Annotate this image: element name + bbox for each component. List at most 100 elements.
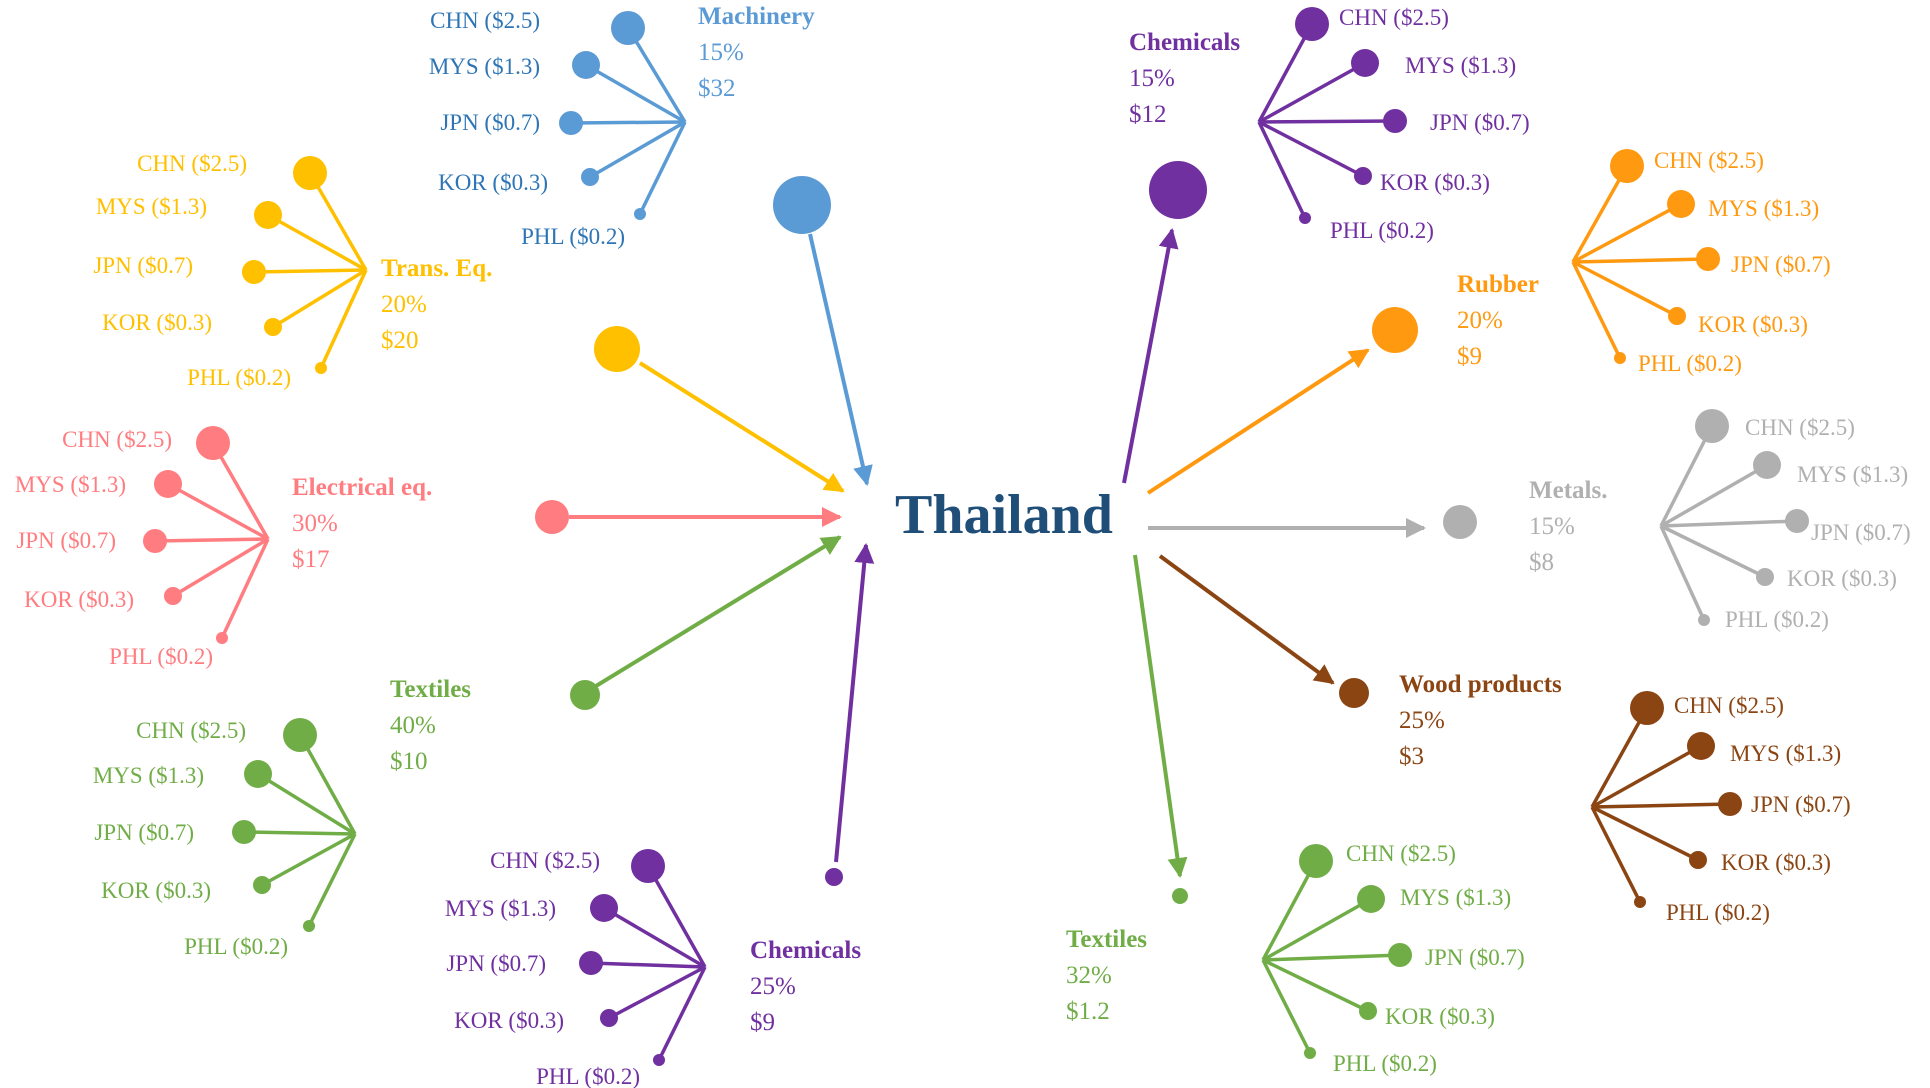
category-title: Rubber — [1457, 271, 1539, 298]
partner-dot — [1668, 307, 1686, 325]
category-share: 40% — [390, 712, 436, 739]
partner-label: JPN ($0.7) — [93, 253, 193, 278]
partner-label: JPN ($0.7) — [94, 820, 194, 845]
partner-link — [585, 63, 686, 124]
partner-link — [1262, 897, 1372, 962]
partner-label: PHL ($0.2) — [1666, 900, 1770, 925]
partner-dot — [1357, 885, 1385, 913]
partner-link — [638, 121, 687, 215]
partner-label: CHN ($2.5) — [137, 151, 247, 176]
partner-link — [319, 269, 368, 369]
partner-dot — [1359, 1002, 1377, 1020]
partner-dot — [1614, 352, 1626, 364]
partner-link — [1262, 958, 1369, 1013]
partner-link — [1591, 802, 1731, 809]
partner-label: KOR ($0.3) — [454, 1008, 564, 1033]
partner-label: PHL ($0.2) — [536, 1064, 640, 1088]
category-bubble — [570, 680, 600, 710]
partner-label: CHN ($2.5) — [1674, 693, 1784, 718]
partner-link — [590, 961, 706, 969]
partner-link — [298, 734, 357, 835]
partner-dot — [1299, 844, 1333, 878]
partner-label: MYS ($1.3) — [1400, 885, 1511, 910]
partner-dot — [1718, 792, 1742, 816]
partner-link — [626, 27, 687, 123]
partner-link — [1660, 519, 1798, 528]
export-arrow — [1133, 554, 1188, 878]
partner-dot — [1630, 691, 1664, 725]
category-share: 30% — [292, 510, 338, 537]
partner-link — [1571, 165, 1629, 263]
partner-dot — [1299, 212, 1311, 224]
group-textiles-import: CHN ($2.5) MYS ($1.3) JPN ($0.7) KOR ($0.3)… — [93, 535, 842, 959]
partner-label: MYS ($1.3) — [1797, 462, 1908, 487]
partner-dot — [1756, 568, 1774, 586]
category-share: 32% — [1066, 962, 1112, 989]
category-share: 20% — [1457, 307, 1503, 334]
category-value: $9 — [1457, 343, 1482, 370]
category-value: $17 — [292, 546, 330, 573]
partner-label: CHN ($2.5) — [1346, 841, 1456, 866]
partner-link — [1261, 959, 1312, 1054]
partner-label: PHL ($0.2) — [184, 934, 288, 959]
category-share: 15% — [698, 39, 744, 66]
partner-label: CHN ($2.5) — [430, 8, 540, 33]
export-arrow — [1146, 348, 1370, 495]
partner-link — [154, 537, 269, 543]
partner-dot — [1689, 851, 1707, 869]
partner-label: PHL ($0.2) — [1333, 1051, 1437, 1076]
partner-dot — [1383, 109, 1407, 133]
partner-dot — [283, 718, 317, 752]
partner-label: CHN ($2.5) — [1745, 415, 1855, 440]
category-bubble — [1372, 307, 1418, 353]
category-bubble — [594, 326, 640, 372]
partner-link — [172, 537, 269, 598]
partner-dot — [253, 876, 271, 894]
partner-label: JPN ($0.7) — [1425, 945, 1525, 970]
export-arrow — [1158, 554, 1335, 685]
partner-dot — [143, 529, 167, 553]
partner-link — [261, 832, 356, 887]
group-textiles-export: CHN ($2.5) MYS ($1.3) JPN ($0.7) KOR ($0.3)… — [1066, 554, 1525, 1076]
partner-link — [211, 442, 270, 540]
category-title: Wood products — [1399, 671, 1562, 698]
category-share: 15% — [1529, 513, 1575, 540]
partner-dot — [264, 318, 282, 336]
partner-dot — [315, 362, 327, 374]
category-title: Electrical eq. — [292, 474, 432, 501]
partner-label: JPN ($0.7) — [1731, 252, 1831, 277]
partner-label: MYS ($1.3) — [93, 763, 204, 788]
partner-dot — [600, 1009, 618, 1027]
partner-link — [1262, 953, 1401, 962]
partner-link — [308, 172, 368, 271]
category-value: $9 — [750, 1009, 775, 1036]
partner-dot — [590, 894, 618, 922]
category-title: Chemicals — [1129, 29, 1240, 56]
partner-label: JPN ($0.7) — [16, 528, 116, 553]
import-arrow — [808, 233, 873, 486]
category-title: Trans. Eq. — [381, 255, 492, 282]
group-machinery: CHN ($2.5) MYS ($1.3) JPN ($0.7) KOR ($0.3)… — [429, 3, 873, 486]
partner-label: KOR ($0.3) — [24, 587, 134, 612]
partner-link — [1261, 860, 1318, 961]
category-value: $20 — [381, 327, 419, 354]
partner-dot — [1698, 614, 1710, 626]
partner-dot — [579, 951, 603, 975]
partner-dot — [154, 470, 182, 498]
partner-dot — [254, 201, 282, 229]
category-title: Machinery — [698, 3, 815, 30]
partner-label: KOR ($0.3) — [102, 310, 212, 335]
import-arrow — [834, 543, 875, 863]
partner-label: JPN ($0.7) — [1751, 792, 1851, 817]
category-share: 20% — [381, 291, 427, 318]
category-title: Textiles — [1066, 926, 1147, 953]
partner-link — [657, 966, 707, 1061]
partner-link — [1571, 261, 1622, 359]
category-title: Textiles — [390, 676, 471, 703]
group-trans-eq: CHN ($2.5) MYS ($1.3) JPN ($0.7) KOR ($0.3)… — [93, 151, 845, 493]
partner-label: MYS ($1.3) — [1730, 741, 1841, 766]
category-value: $10 — [390, 748, 428, 775]
partner-link — [589, 120, 686, 179]
category-value: $12 — [1129, 101, 1167, 128]
